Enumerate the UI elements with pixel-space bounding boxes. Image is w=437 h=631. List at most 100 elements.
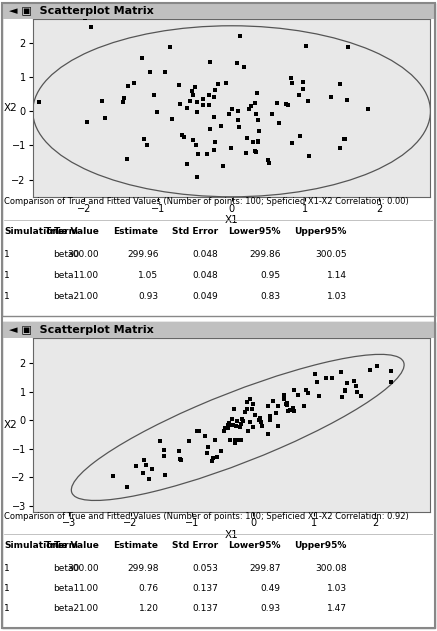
Text: 0.048: 0.048: [193, 271, 218, 280]
Point: [246, 104, 253, 114]
Point: [256, 413, 263, 423]
Text: 1: 1: [4, 292, 10, 300]
Point: [241, 406, 248, 416]
Point: [273, 408, 280, 418]
Point: [130, 78, 137, 88]
Point: [339, 392, 346, 402]
Point: [209, 453, 216, 463]
Text: 300.05: 300.05: [316, 250, 347, 259]
Point: [249, 403, 256, 413]
Point: [241, 62, 248, 72]
Text: 0.053: 0.053: [193, 563, 218, 572]
Text: True Value: True Value: [45, 227, 99, 236]
Point: [194, 148, 201, 158]
Point: [231, 404, 238, 415]
Point: [235, 435, 242, 445]
Text: Estimate: Estimate: [114, 541, 159, 550]
Point: [275, 401, 282, 411]
Text: 300.08: 300.08: [316, 563, 347, 572]
Text: 0.83: 0.83: [260, 292, 281, 300]
Point: [364, 104, 371, 114]
Point: [221, 426, 228, 436]
Point: [312, 369, 319, 379]
Point: [281, 390, 288, 400]
Point: [299, 77, 306, 87]
Point: [295, 390, 302, 400]
Point: [184, 159, 191, 169]
Point: [204, 442, 211, 452]
Point: [162, 470, 169, 480]
Y-axis label: X2: X2: [4, 420, 18, 430]
Point: [350, 376, 357, 386]
Point: [232, 420, 239, 430]
Point: [337, 367, 344, 377]
Point: [226, 418, 233, 428]
Point: [227, 143, 234, 153]
Point: [270, 396, 277, 406]
Point: [199, 100, 206, 110]
Point: [247, 417, 254, 427]
Text: Simulation: Simulation: [4, 227, 59, 236]
Point: [259, 421, 266, 431]
Text: Upper95%: Upper95%: [295, 541, 347, 550]
Point: [150, 90, 157, 100]
Point: [265, 155, 272, 165]
Point: [243, 397, 250, 407]
Point: [223, 78, 230, 88]
Point: [244, 404, 251, 415]
Text: beta1: beta1: [54, 271, 80, 280]
Point: [215, 80, 222, 90]
Point: [291, 385, 298, 395]
Point: [207, 124, 214, 134]
Text: 0.048: 0.048: [193, 250, 218, 259]
Point: [213, 451, 220, 461]
X-axis label: X1: X1: [225, 530, 239, 540]
Point: [220, 162, 227, 172]
Point: [200, 95, 207, 105]
Point: [194, 172, 201, 182]
Point: [227, 435, 234, 445]
Point: [212, 85, 219, 95]
Point: [357, 391, 364, 401]
Point: [176, 446, 183, 456]
Point: [201, 430, 208, 440]
Point: [187, 96, 194, 106]
Point: [283, 398, 290, 408]
Point: [284, 100, 291, 110]
Point: [189, 135, 196, 145]
Point: [35, 97, 42, 107]
Point: [208, 456, 215, 466]
Point: [252, 109, 259, 119]
Text: 0.93: 0.93: [139, 292, 159, 300]
Text: 0.049: 0.049: [193, 292, 218, 300]
Text: 1: 1: [4, 563, 10, 572]
Point: [235, 122, 242, 132]
X-axis label: X1: X1: [225, 215, 239, 225]
Point: [101, 113, 108, 123]
Point: [238, 435, 245, 445]
Point: [238, 419, 245, 429]
Point: [354, 387, 361, 398]
Point: [243, 133, 250, 143]
Point: [300, 84, 307, 94]
Point: [235, 115, 242, 126]
Point: [289, 78, 296, 88]
Point: [295, 90, 302, 100]
Point: [139, 468, 146, 478]
Point: [265, 401, 272, 411]
Point: [225, 420, 232, 430]
Point: [110, 471, 117, 481]
Point: [256, 415, 263, 425]
Point: [282, 98, 289, 109]
Text: beta2: beta2: [54, 292, 80, 300]
Point: [341, 386, 348, 396]
Point: [153, 107, 160, 117]
Point: [141, 454, 148, 464]
Text: 300.00: 300.00: [67, 250, 99, 259]
Point: [264, 429, 271, 439]
Point: [323, 373, 329, 383]
Point: [221, 423, 228, 433]
Point: [250, 136, 257, 146]
Point: [145, 474, 152, 484]
Text: 299.87: 299.87: [249, 563, 281, 572]
